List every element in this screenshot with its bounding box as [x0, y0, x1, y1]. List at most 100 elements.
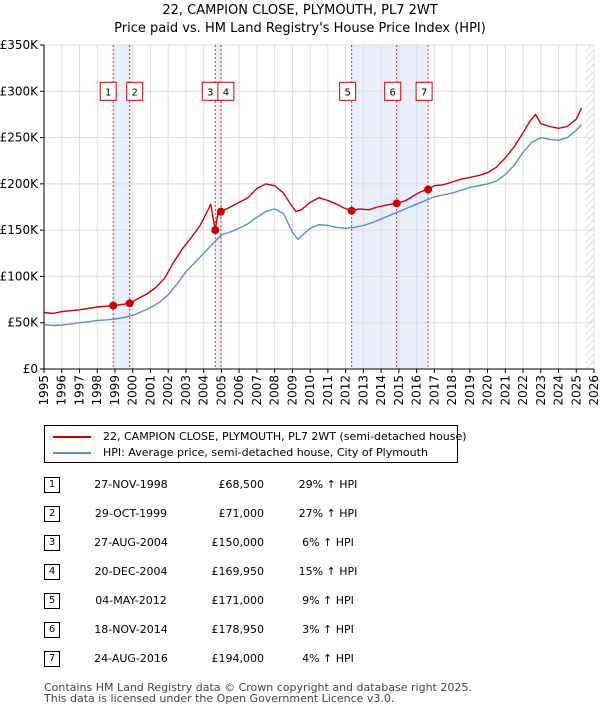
- table-row: 4 20-DEC-2004 £169,950 15% ↑ HPI: [44, 563, 464, 583]
- legend-swatch-property: [53, 436, 91, 438]
- chart-subtitle: Price paid vs. HM Land Registry's House …: [114, 21, 486, 36]
- sale-label-number: 1: [105, 87, 111, 98]
- sale-label-number: 5: [344, 87, 350, 98]
- row-date: 18-NOV-2014: [94, 623, 168, 636]
- legend-label-property: 22, CAMPION CLOSE, PLYMOUTH, PL7 2WT (se…: [103, 430, 467, 443]
- x-tick-label: 2005: [214, 375, 228, 406]
- chart-title: 22, CAMPION CLOSE, PLYMOUTH, PL7 2WT: [162, 3, 438, 18]
- sale-point: [216, 207, 225, 216]
- x-tick-label: 1999: [108, 375, 122, 406]
- x-tick-label: 2007: [250, 375, 264, 406]
- legend-swatch-hpi: [53, 452, 91, 454]
- row-price: £68,500: [218, 478, 265, 491]
- x-tick-label: 2024: [552, 375, 566, 406]
- ownership-shade: [113, 45, 130, 369]
- table-row: 5 04-MAY-2012 £171,000 9% ↑ HPI: [44, 592, 464, 612]
- x-tick-label: 2002: [161, 375, 175, 406]
- table-row: 2 29-OCT-1999 £71,000 27% ↑ HPI: [44, 505, 464, 525]
- x-tick-label: 2004: [197, 375, 211, 406]
- x-tick-label: 2018: [445, 375, 459, 406]
- series-line-property: [43, 107, 583, 315]
- row-hpi-change: 27% ↑ HPI: [298, 507, 358, 520]
- x-tick-label: 2001: [143, 375, 157, 406]
- sale-label-number: 4: [223, 87, 229, 98]
- y-tick-label: £300K: [0, 84, 39, 98]
- sale-label-number: 2: [132, 87, 138, 98]
- sale-label-number: 7: [421, 87, 427, 98]
- row-price: £194,000: [211, 652, 265, 665]
- row-number-badge: 5: [44, 593, 60, 609]
- sale-point: [424, 185, 433, 194]
- row-price: £150,000: [211, 536, 265, 549]
- x-tick-label: 2023: [534, 375, 548, 406]
- sale-point: [392, 199, 401, 208]
- row-hpi-change: 3% ↑ HPI: [302, 623, 354, 636]
- row-date: 27-AUG-2004: [94, 536, 168, 549]
- sale-label-box: [217, 81, 235, 101]
- row-price: £71,000: [218, 507, 265, 520]
- sale-point: [211, 226, 220, 235]
- x-tick-label: 2017: [427, 375, 441, 406]
- sale-label-box: [339, 81, 357, 101]
- row-price: £171,000: [211, 594, 265, 607]
- row-number-badge: 4: [44, 564, 60, 580]
- row-date: 04-MAY-2012: [95, 594, 167, 607]
- table-row: 1 27-NOV-1998 £68,500 29% ↑ HPI: [44, 476, 464, 496]
- y-tick-label: £0: [23, 362, 38, 376]
- x-tick-label: 2010: [303, 375, 317, 406]
- x-tick-label: 1995: [37, 375, 51, 406]
- x-tick-label: 2026: [587, 375, 600, 406]
- x-tick-label: 2022: [516, 375, 530, 406]
- footer-line-licence: This data is licensed under the Open Gov…: [44, 692, 395, 705]
- row-date: 29-OCT-1999: [94, 507, 168, 520]
- x-tick-label: 2016: [410, 375, 424, 406]
- ownership-shade: [215, 45, 221, 369]
- sale-label-box: [415, 81, 433, 101]
- sale-point: [125, 299, 134, 308]
- row-number-badge: 3: [44, 535, 60, 551]
- x-tick-label: 2020: [481, 375, 495, 406]
- x-tick-label: 2021: [498, 375, 512, 406]
- row-date: 27-NOV-1998: [94, 478, 168, 491]
- sale-label-number: 6: [390, 87, 396, 98]
- y-tick-label: £200K: [0, 177, 39, 191]
- y-tick-label: £50K: [7, 316, 39, 330]
- y-tick-label: £250K: [0, 131, 39, 145]
- row-number-badge: 6: [44, 622, 60, 638]
- x-tick-label: 2009: [285, 375, 299, 406]
- footer-attribution: Contains HM Land Registry data © Crown c…: [44, 682, 472, 704]
- x-tick-label: 2000: [126, 375, 140, 406]
- x-tick-label: 2025: [569, 375, 583, 406]
- sale-point: [109, 301, 118, 310]
- row-hpi-change: 6% ↑ HPI: [302, 536, 354, 549]
- row-number-badge: 1: [44, 477, 60, 493]
- row-hpi-change: 29% ↑ HPI: [298, 478, 358, 491]
- row-hpi-change: 15% ↑ HPI: [298, 565, 358, 578]
- x-tick-label: 2015: [392, 375, 406, 406]
- sale-label-number: 3: [207, 87, 213, 98]
- row-date: 20-DEC-2004: [94, 565, 168, 578]
- sale-label-box: [126, 81, 144, 101]
- legend-label-hpi: HPI: Average price, semi-detached house,…: [103, 446, 428, 459]
- series-line-hpi: [43, 124, 583, 327]
- x-tick-label: 2006: [232, 375, 246, 406]
- row-hpi-change: 9% ↑ HPI: [302, 594, 354, 607]
- table-row: 6 18-NOV-2014 £178,950 3% ↑ HPI: [44, 621, 464, 641]
- chart-legend: 22, CAMPION CLOSE, PLYMOUTH, PL7 2WT (se…: [44, 425, 467, 463]
- y-tick-label: £150K: [0, 223, 39, 237]
- forecast-hatch: [585, 45, 594, 369]
- table-row: 7 24-AUG-2016 £194,000 4% ↑ HPI: [44, 650, 464, 670]
- row-price: £169,950: [211, 565, 265, 578]
- x-tick-label: 2014: [374, 375, 388, 406]
- y-tick-label: £100K: [0, 269, 39, 283]
- sale-label-box: [99, 81, 117, 101]
- table-row: 3 27-AUG-2004 £150,000 6% ↑ HPI: [44, 534, 464, 554]
- row-number-badge: 7: [44, 651, 60, 667]
- y-tick-label: £350K: [0, 38, 39, 52]
- x-tick-label: 2011: [321, 375, 335, 406]
- x-tick-label: 2019: [463, 375, 477, 406]
- x-tick-label: 2013: [356, 375, 370, 406]
- x-tick-label: 1998: [90, 375, 104, 406]
- row-date: 24-AUG-2016: [94, 652, 168, 665]
